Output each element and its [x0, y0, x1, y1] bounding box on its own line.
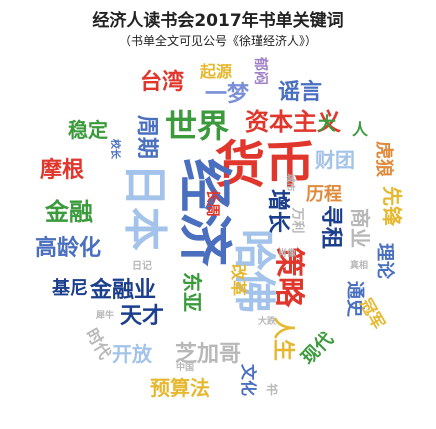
word-gaolinghua: 高龄化 — [35, 236, 102, 261]
word-zengzhang: 增长 — [265, 188, 291, 234]
word-xiaoxiang: 肖像 — [278, 249, 297, 259]
word-qiyuan: 起源 — [200, 62, 233, 81]
word-huobi: 货币 — [215, 136, 315, 194]
word-wending: 稳定 — [68, 118, 108, 142]
word-zibenzhuyi: 资本主义 — [245, 108, 341, 136]
word-riben: 日本 — [119, 163, 170, 251]
word-ren: 人 — [352, 120, 369, 139]
word-yumen: 郁闷 — [252, 57, 268, 85]
word-xiniu: 犀牛 — [96, 311, 115, 321]
word-dongya: 东亚 — [180, 272, 204, 312]
word-xiaozhang: 校长 — [109, 139, 120, 159]
word-guanjun: 冠军 — [356, 295, 389, 333]
word-zhongguo: 中国 — [176, 363, 195, 373]
word-zhenxiang: 真相 — [350, 261, 369, 271]
page-title: 经济人读书会2017年书单关键词 — [92, 11, 344, 31]
word-xianfeng: 先锋 — [380, 186, 404, 226]
word-xunzu: 寻租 — [318, 204, 344, 250]
word-xiandai: 现代 — [297, 328, 338, 369]
word-hulang: 虎狼 — [373, 141, 394, 177]
word-lilun: 理论 — [374, 243, 395, 279]
word-changzhou: 长周 — [204, 189, 220, 217]
word-mogen: 摩根 — [40, 158, 85, 183]
word-zhouqi: 周期 — [134, 114, 160, 160]
word-chengshi: 城市 — [284, 173, 295, 192]
word-jinrong: 金融 — [45, 198, 93, 226]
word-shijie: 世界 — [165, 107, 230, 145]
word-yimeng: 一梦 — [205, 82, 250, 107]
word-wenhua: 文化 — [239, 363, 259, 397]
word-shu: 书 — [266, 383, 279, 397]
word-licheng: 历程 — [306, 184, 342, 205]
word-kaifang: 开放 — [112, 342, 152, 366]
page-subtitle: （书单全文可见公号《徐瑾经济人》） — [118, 34, 317, 48]
word-tiancai: 天才 — [120, 304, 165, 329]
word-yusuanfa: 预算法 — [150, 376, 210, 400]
word-shidai: 时代 — [82, 325, 115, 363]
word-gaige: 改革 — [229, 263, 249, 297]
word-jini: 基尼 — [52, 278, 88, 299]
word-riji: 日记 — [132, 261, 152, 272]
word-dadie: 大跌 — [258, 317, 277, 327]
word-shangye: 商业 — [348, 208, 372, 248]
word-taiwan: 台湾 — [140, 70, 185, 95]
word-jinrongye: 金融业 — [90, 278, 157, 303]
word-da: 大 — [318, 114, 336, 135]
word-yaoyan: 谣言 — [278, 80, 323, 105]
word-zhijiage: 芝加哥 — [175, 342, 242, 367]
word-caituan: 财团 — [315, 148, 355, 172]
word-wanli: 万利 — [289, 207, 305, 234]
